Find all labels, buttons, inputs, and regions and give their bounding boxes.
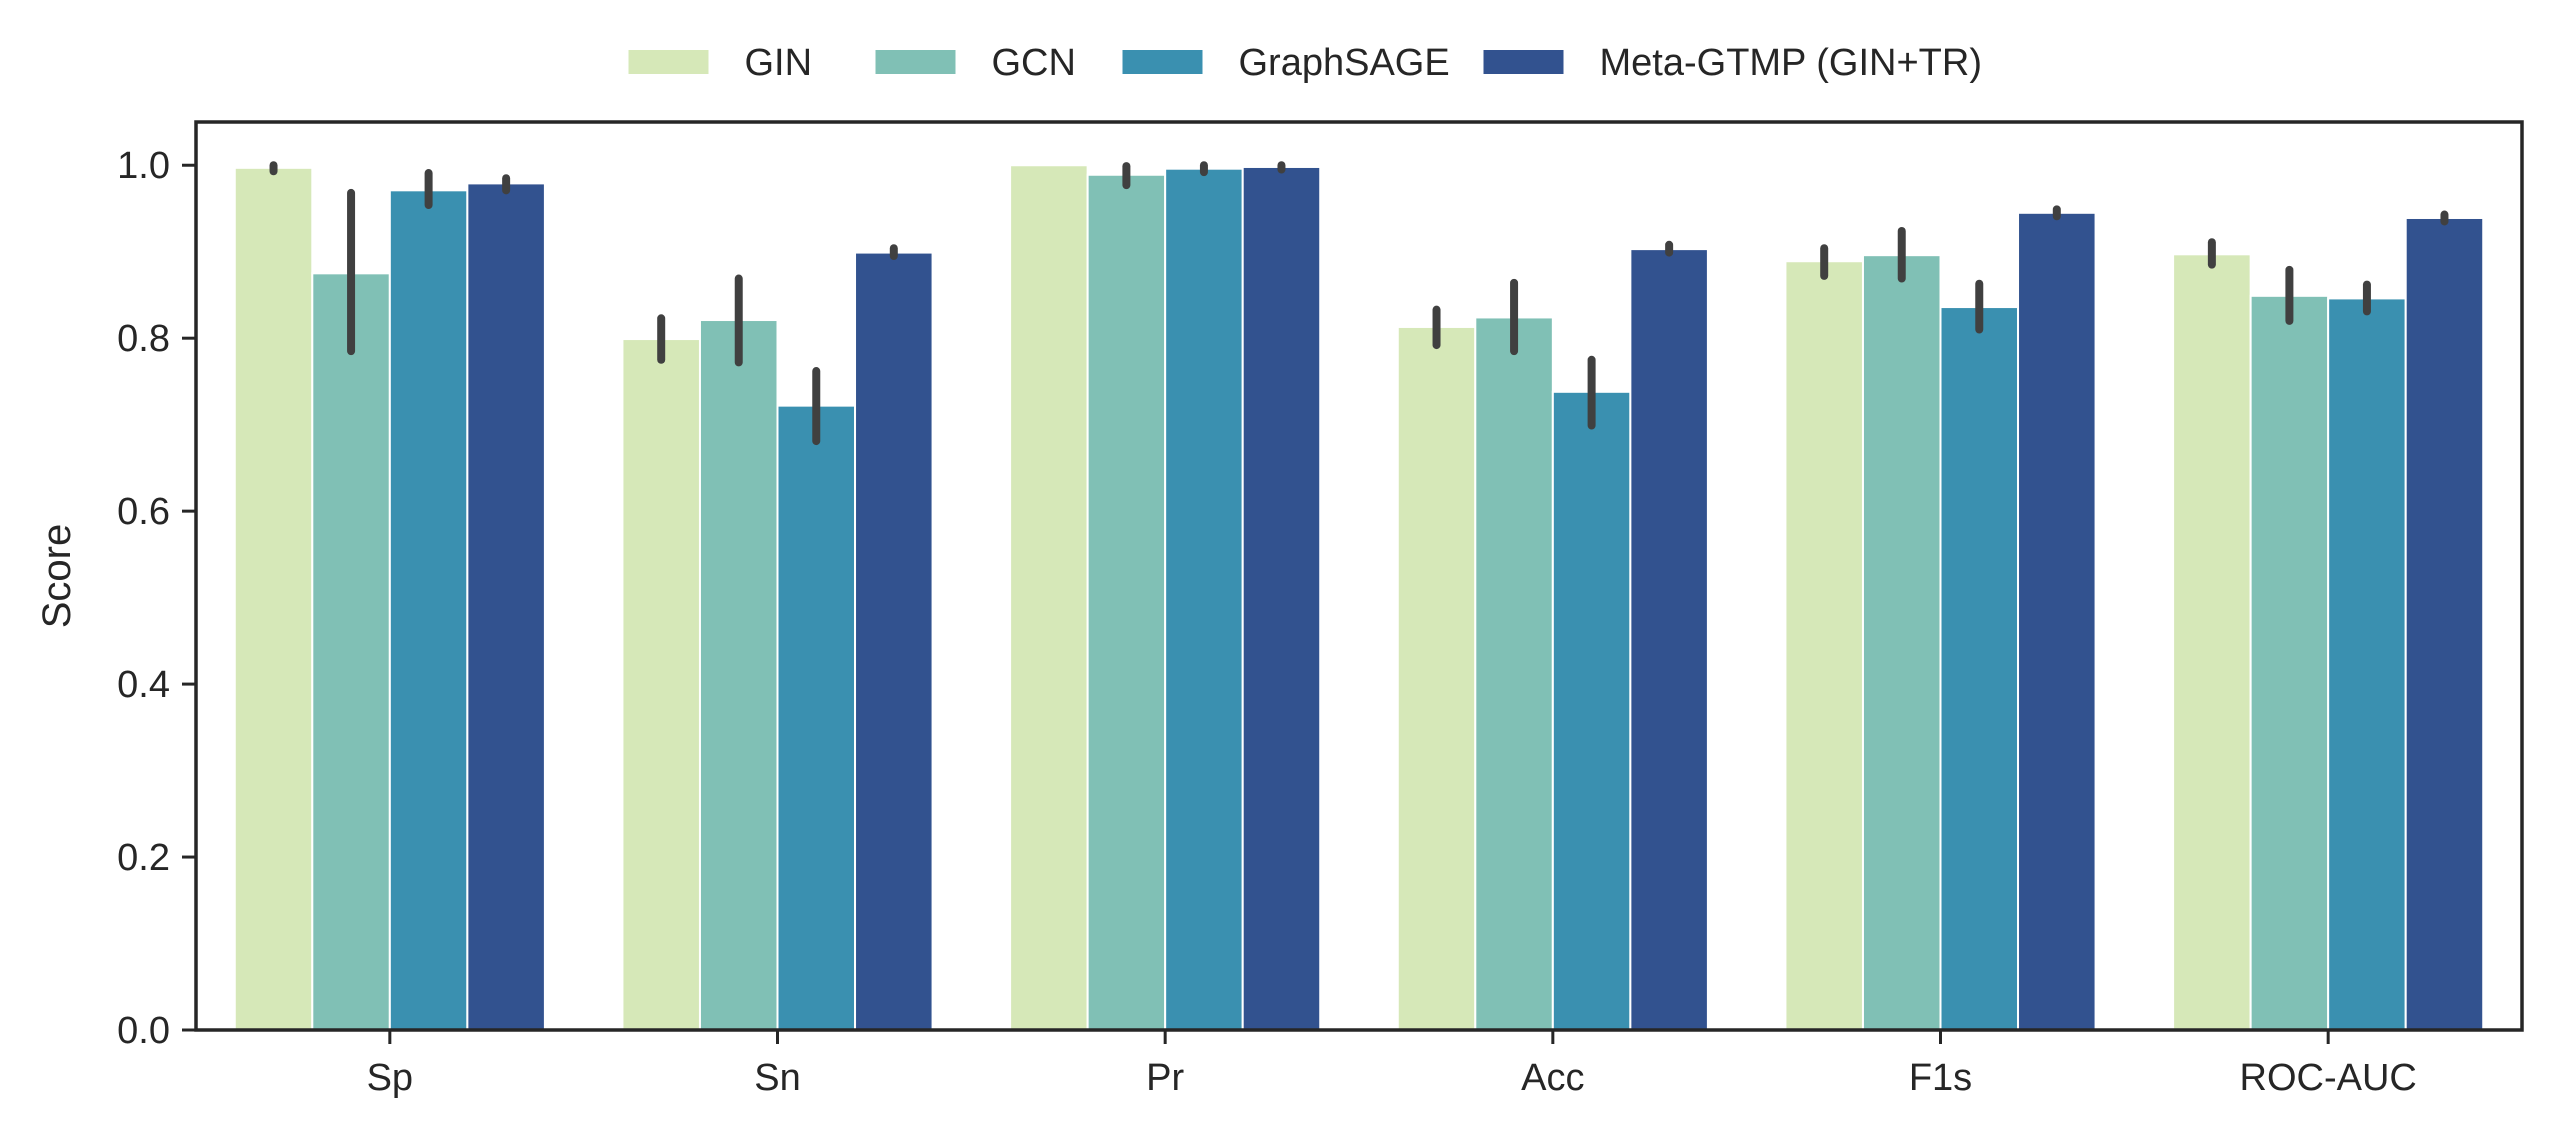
y-tick-label: 0.6 — [117, 491, 170, 533]
bar-f1s-gcn — [1861, 254, 1942, 1031]
x-tick-label: Pr — [1146, 1057, 1184, 1099]
bar-acc-gin — [1396, 325, 1477, 1032]
bar-pr-gin — [1009, 164, 1089, 1031]
bar-acc-graphsage — [1551, 390, 1632, 1031]
bar-acc-gcn — [1474, 316, 1554, 1031]
y-axis: 0.0 0.2 0.4 0.6 0.8 1.0 — [117, 145, 196, 1052]
y-tick-label: 0.4 — [117, 664, 170, 706]
legend-label: Meta-GTMP (GIN+TR) — [1600, 42, 1983, 84]
x-tick-label: ROC-AUC — [2240, 1057, 2417, 1099]
legend-label: GraphSAGE — [1239, 42, 1450, 84]
bar-acc-meta-gtmp-gin-tr — [1629, 248, 1709, 1031]
y-tick-label: 0.0 — [117, 1010, 170, 1052]
bar-roc-auc-gin — [2172, 253, 2252, 1031]
legend: GIN GCN GraphSAGE Meta-GTMP (GIN+TR) — [628, 42, 1983, 84]
bar-roc-auc-graphsage — [2327, 297, 2407, 1031]
x-axis: Sp Sn Pr Acc F1s ROC-AUC — [367, 1030, 2417, 1099]
y-tick-label: 0.2 — [117, 837, 170, 879]
x-tick-label: Sn — [754, 1057, 800, 1099]
plot-frame — [194, 120, 2524, 1032]
y-tick-label: 1.0 — [117, 145, 170, 187]
bar-sn-gin — [621, 338, 701, 1031]
bar-sp-gcn — [311, 272, 391, 1032]
bar-f1s-gin — [1784, 260, 1864, 1031]
bar-f1s-meta-gtmp-gin-tr — [2017, 211, 2097, 1032]
legend-label: GIN — [745, 42, 813, 84]
bars-layer — [233, 164, 2485, 1032]
bar-sp-gin — [233, 166, 314, 1031]
x-tick-label: Acc — [1521, 1057, 1584, 1099]
bar-sp-meta-gtmp-gin-tr — [466, 182, 546, 1032]
y-axis-title: Score — [35, 524, 79, 629]
y-tick-label: 0.8 — [117, 318, 170, 360]
bar-pr-meta-gtmp-gin-tr — [1241, 165, 1322, 1032]
legend-swatch — [1483, 50, 1564, 74]
bar-sn-graphsage — [776, 404, 857, 1031]
error-bars-layer — [269, 161, 2449, 446]
bar-roc-auc-meta-gtmp-gin-tr — [2404, 216, 2485, 1031]
bar-sn-meta-gtmp-gin-tr — [854, 251, 934, 1031]
bar-pr-gcn — [1086, 173, 1167, 1031]
bar-f1s-graphsage — [1939, 306, 2020, 1032]
legend-label: GCN — [992, 42, 1076, 84]
legend-swatch — [1122, 50, 1203, 74]
bar-roc-auc-gcn — [2249, 294, 2330, 1031]
legend-swatch — [875, 50, 956, 74]
bar-pr-graphsage — [1164, 167, 1244, 1031]
bar-sp-graphsage — [388, 189, 469, 1032]
legend-swatch — [628, 50, 709, 74]
bar-sn-gcn — [698, 319, 779, 1032]
x-tick-label: F1s — [1909, 1057, 1972, 1099]
x-tick-label: Sp — [367, 1057, 413, 1099]
